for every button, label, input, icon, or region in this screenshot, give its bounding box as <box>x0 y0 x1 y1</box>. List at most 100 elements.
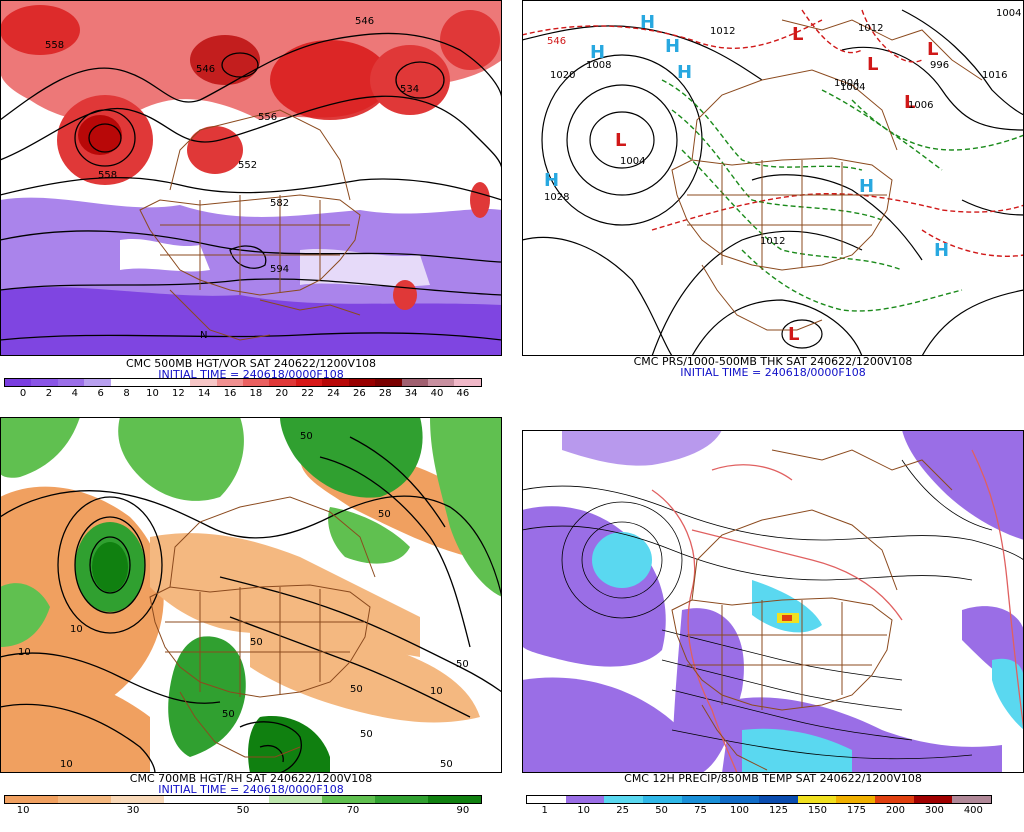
pressure-label: 1012 <box>858 23 883 34</box>
legend-label: 70 <box>346 805 360 816</box>
legend-swatch <box>913 796 953 803</box>
panel-500mb-vort: 558 546 546 534 558 556 552 582 594 N CM… <box>0 0 502 402</box>
contour-label: 50 <box>360 729 373 740</box>
high-pressure-marker: H <box>934 240 949 261</box>
legend-swatch <box>31 379 58 386</box>
legend-label: 200 <box>885 805 905 816</box>
contour-label: 552 <box>238 160 257 171</box>
color-legend: 10 30 50 70 90 <box>4 795 482 816</box>
legend-swatch <box>643 796 682 803</box>
legend-swatch <box>137 379 164 386</box>
legend-swatch <box>84 379 111 386</box>
legend-label: 14 <box>197 388 211 399</box>
pressure-label: 1008 <box>586 60 611 71</box>
legend-swatch <box>604 796 644 803</box>
pressure-label: 1004 <box>620 156 645 167</box>
legend-label: 175 <box>846 805 866 816</box>
pressure-map: H H H H H H H L L L L L L 1012 1012 1004… <box>522 0 1024 356</box>
legend-swatch <box>375 379 402 386</box>
contour-label: 50 <box>378 509 391 520</box>
initial-time: INITIAL TIME = 240618/0000F108 <box>158 783 344 796</box>
legend-swatch <box>565 796 605 803</box>
initial-time: INITIAL TIME = 240618/0000F108 <box>158 368 344 381</box>
legend-swatch <box>759 796 798 803</box>
legend-swatch <box>57 379 85 386</box>
legend-label: 40 <box>430 388 444 399</box>
contour-label: 50 <box>250 637 263 648</box>
legend-swatch <box>720 796 760 803</box>
legend-bar <box>4 378 482 387</box>
panel-caption: CMC 500MB HGT/VOR SAT 240622/1200V108 <box>125 357 377 370</box>
vorticity-map: 558 546 546 534 558 556 552 582 594 N <box>0 0 502 356</box>
legend-label: 28 <box>378 388 392 399</box>
low-pressure-marker: L <box>788 324 799 345</box>
legend-label: 10 <box>16 805 30 816</box>
low-pressure-marker: L <box>615 130 626 151</box>
legend-label: 16 <box>223 388 237 399</box>
legend-label: 6 <box>97 388 104 399</box>
high-pressure-marker: H <box>544 170 559 191</box>
high-pressure-marker: H <box>677 62 692 83</box>
legend-swatch <box>5 796 58 803</box>
legend-swatch <box>216 379 243 386</box>
legend-label: 4 <box>71 388 79 399</box>
panel-caption: CMC PRS/1000-500MB THK SAT 240622/1200V1… <box>633 355 913 368</box>
legend-label: 10 <box>146 388 159 399</box>
high-pressure-marker: H <box>590 42 605 63</box>
high-pressure-marker: H <box>859 176 874 197</box>
contour-label: 546 <box>355 16 374 27</box>
contour-label: 582 <box>270 198 289 209</box>
legend-swatch <box>269 796 323 803</box>
legend-swatch <box>5 379 32 386</box>
contour-label: 50 <box>440 759 453 770</box>
contour-label: 10 <box>18 647 31 658</box>
high-pressure-marker: H <box>665 36 680 57</box>
panel-caption: CMC 700MB HGT/RH SAT 240622/1200V108 <box>129 772 373 785</box>
legend-label: 8 <box>123 388 130 399</box>
legend-swatch <box>110 796 164 803</box>
pressure-label: 1006 <box>908 100 933 111</box>
legend-label: 26 <box>353 388 366 399</box>
legend-label: 12 <box>171 388 185 399</box>
legend-label: 46 <box>456 388 470 399</box>
color-legend: 1 10 25 50 75 100 125 150 175 200 300 400 <box>526 795 992 816</box>
contour-label: 558 <box>45 40 64 51</box>
thickness-label: 546 <box>547 36 566 47</box>
panel-700mb-rh: 50 10 50 50 50 10 50 10 50 50 10 50 CMC … <box>0 417 502 819</box>
map-label: N <box>200 330 207 341</box>
humidity-map: 50 10 50 50 50 10 50 10 50 50 10 50 <box>0 417 502 773</box>
contour-label: 594 <box>270 264 289 275</box>
legend-swatch <box>57 796 111 803</box>
legend-labels: 0 2 4 6 8 10 12 14 16 18 20 22 24 26 28 34 40 46 <box>4 387 482 399</box>
legend-swatch <box>875 796 914 803</box>
contour-label: 556 <box>258 112 277 123</box>
legend-label: 400 <box>963 805 983 816</box>
legend-swatch <box>428 379 455 386</box>
legend-swatch <box>190 379 217 386</box>
legend-label: 20 <box>275 388 289 399</box>
legend-swatch <box>110 379 138 386</box>
legend-label: 22 <box>301 388 315 399</box>
contour-label: 50 <box>222 709 235 720</box>
legend-label: 34 <box>404 388 418 399</box>
contour-label: 50 <box>350 684 363 695</box>
legend-label: 24 <box>327 388 340 399</box>
legend-swatch <box>322 796 376 803</box>
legend-label: 300 <box>924 805 944 816</box>
legend-label: 75 <box>694 805 707 816</box>
legend-label: 50 <box>236 805 250 816</box>
legend-labels: 10 30 50 70 90 <box>4 804 482 816</box>
panel-caption: CMC 12H PRECIP/850MB TEMP SAT 240622/120… <box>624 772 922 785</box>
legend-label: 2 <box>45 388 53 399</box>
contour-label: 10 <box>60 759 73 770</box>
panel-precip-850mb: CMC 12H PRECIP/850MB TEMP SAT 240622/120… <box>522 430 1024 832</box>
low-pressure-marker: L <box>927 39 938 60</box>
legend-swatch <box>242 379 270 386</box>
low-pressure-marker: L <box>904 92 915 113</box>
legend-swatch <box>527 796 566 803</box>
contour-label: 546 <box>196 64 215 75</box>
legend-label: 1 <box>541 805 548 816</box>
legend-swatch <box>428 796 482 803</box>
pressure-label: 1004 <box>834 78 859 89</box>
legend-swatch <box>375 796 429 803</box>
